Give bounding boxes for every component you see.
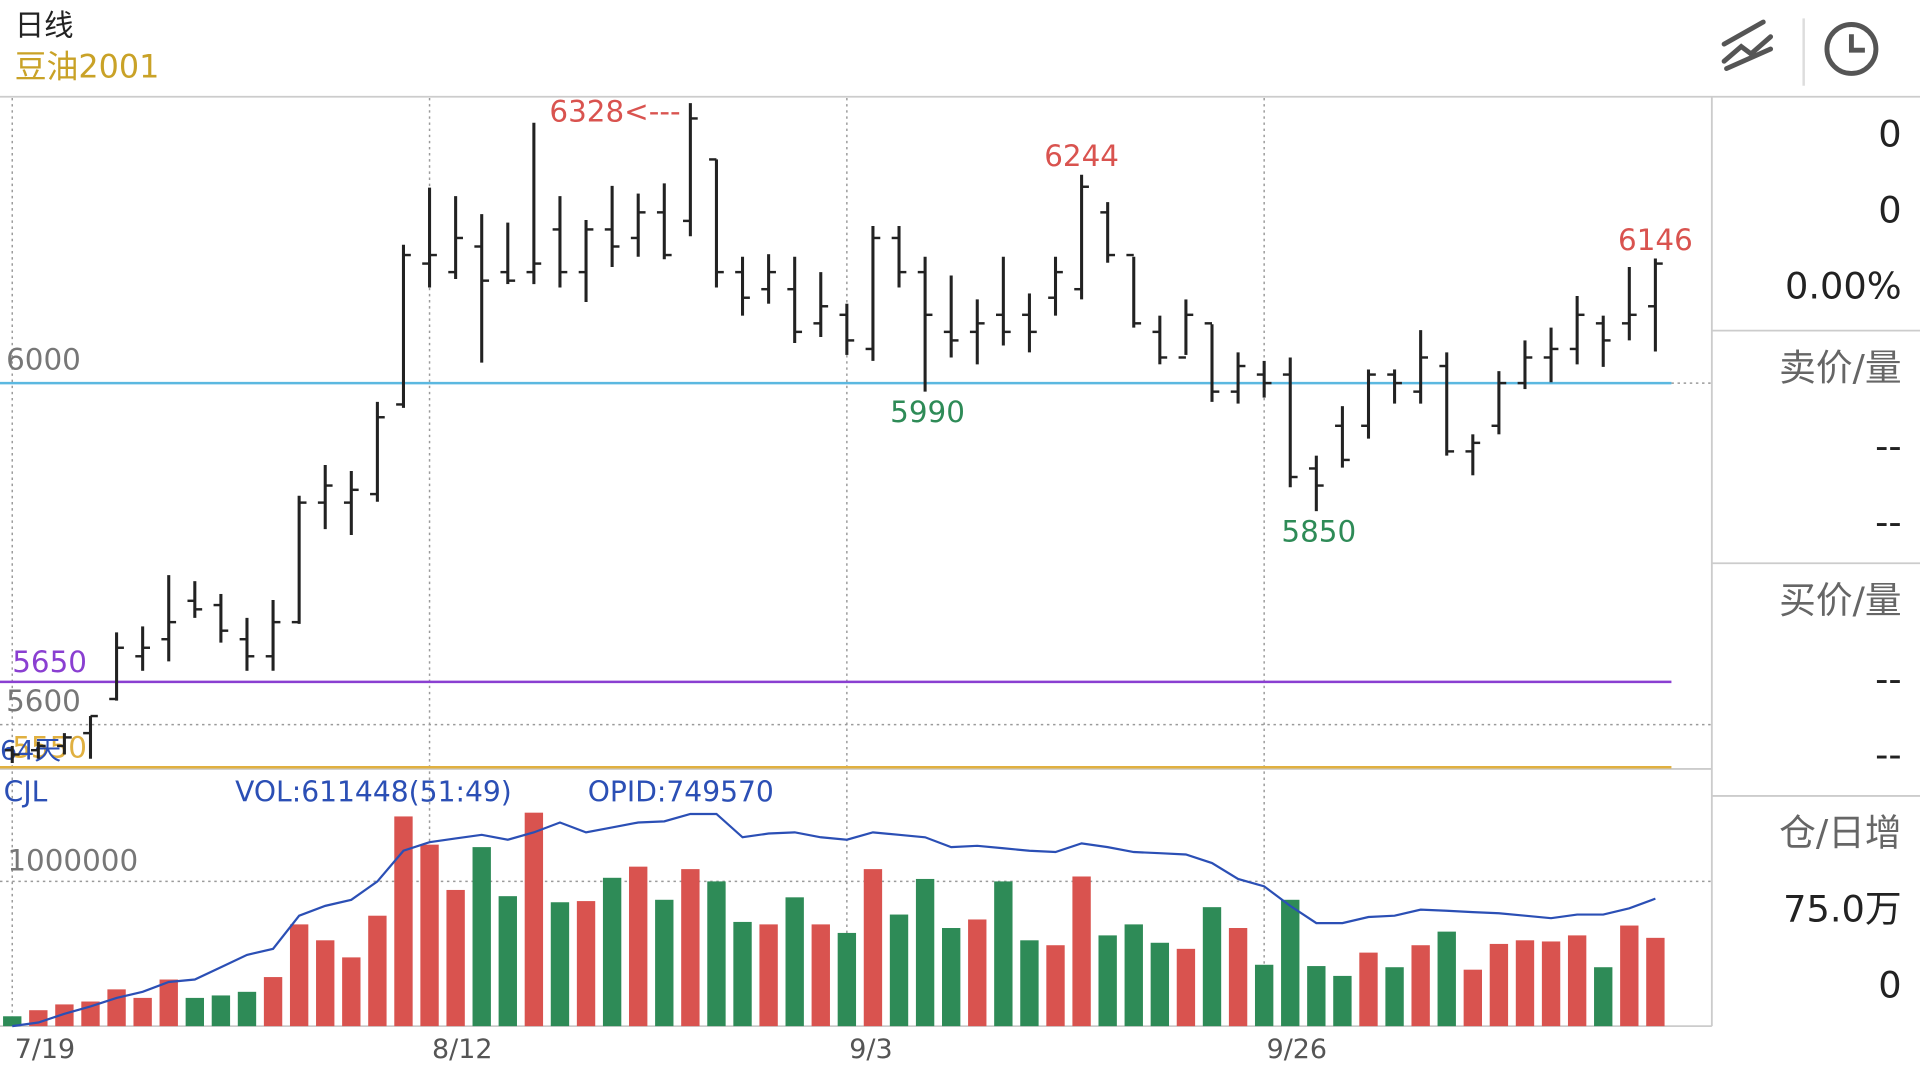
panel-value: --	[1875, 657, 1902, 700]
pane-label: CJL	[4, 775, 48, 808]
volume-bar	[1567, 935, 1587, 1027]
volume-bar	[1228, 928, 1248, 1027]
volume-bar	[889, 914, 909, 1027]
volume-bar	[211, 995, 231, 1027]
volume-bar	[863, 869, 883, 1027]
volume-bar	[602, 877, 622, 1027]
x-tick-label: 9/3	[849, 1034, 892, 1065]
volume-bar	[1150, 942, 1170, 1027]
volume-bar	[263, 977, 283, 1027]
volume-bar	[681, 869, 700, 1027]
annotation: 6328<---	[549, 94, 680, 128]
oi-line	[12, 812, 1656, 1028]
volume-bar	[1541, 941, 1561, 1027]
volume-bar	[1411, 945, 1430, 1027]
y-tick-label: 6000	[6, 343, 81, 377]
volume-bar	[316, 940, 335, 1027]
volume-bar	[733, 921, 752, 1027]
y-tick-label: 1000000	[7, 843, 138, 877]
volume-bar	[1489, 943, 1509, 1027]
volume-bar	[1620, 925, 1639, 1027]
panel-header: 卖价/量	[1779, 346, 1902, 389]
volume-bar	[837, 932, 857, 1027]
annotation: 6244	[1044, 139, 1119, 173]
level-label: 5650	[12, 645, 87, 679]
volume-bar	[342, 957, 361, 1027]
volume-bar	[1176, 948, 1196, 1027]
volume-bar	[707, 881, 726, 1027]
panel-header: 买价/量	[1779, 579, 1902, 622]
x-tick-label: 8/12	[432, 1034, 492, 1065]
volume-bar	[915, 878, 935, 1027]
volume-bar	[1307, 966, 1326, 1027]
panel-value: 0	[1878, 112, 1901, 155]
volume-bar	[942, 928, 961, 1027]
panel-value: 0	[1878, 963, 1901, 1006]
panel-value: --	[1875, 501, 1902, 544]
volume-bar	[1594, 967, 1613, 1027]
x-tick-label: 9/26	[1267, 1034, 1327, 1065]
annotation: 5850	[1281, 515, 1356, 549]
period: 日线	[15, 8, 74, 42]
panel-value: 0	[1878, 188, 1901, 231]
level-label: 5550	[12, 730, 87, 764]
volume-bar	[1254, 964, 1274, 1027]
volume-bar	[55, 1004, 74, 1027]
volume-bar	[1020, 940, 1039, 1027]
draw-tool-icon[interactable]	[1721, 19, 1774, 72]
volume-bar	[1046, 945, 1065, 1027]
volume-bar	[1281, 899, 1300, 1027]
panel-header: 仓/日增	[1779, 812, 1902, 855]
volume-bar	[3, 1016, 22, 1027]
volume-bar	[159, 979, 178, 1027]
symbol: 豆油2001	[15, 48, 160, 86]
panel-value: 0.00%	[1785, 264, 1902, 307]
annotation: 5990	[890, 395, 965, 429]
x-tick-label: 7/19	[15, 1034, 75, 1065]
annotation: 6146	[1618, 223, 1693, 257]
volume-bar	[498, 896, 517, 1027]
volume-bar	[133, 997, 152, 1027]
volume-bar	[1359, 952, 1378, 1027]
volume-bar	[472, 847, 491, 1027]
volume-bar	[576, 901, 596, 1027]
clock-icon[interactable]	[1824, 22, 1879, 76]
volume-bar	[655, 899, 674, 1027]
volume-bar	[811, 924, 830, 1027]
volume-bar	[1463, 969, 1482, 1027]
volume-bar	[785, 897, 804, 1027]
volume-bar	[368, 915, 387, 1027]
volume-bar	[1333, 975, 1352, 1027]
volume-bar	[237, 991, 257, 1027]
volume-bar	[524, 812, 544, 1027]
volume-bar	[394, 816, 413, 1027]
y-tick-label: 5600	[6, 684, 81, 718]
volume-bar	[446, 889, 465, 1027]
volume-bar	[1515, 940, 1535, 1027]
pane-label: OPID:749570	[588, 775, 774, 808]
volume-bar	[1646, 937, 1665, 1027]
volume-bar	[1098, 935, 1117, 1027]
volume-bar	[289, 924, 309, 1027]
volume-bar	[1124, 924, 1143, 1027]
volume-bar	[550, 902, 570, 1027]
volume-bar	[1202, 907, 1222, 1027]
volume-bar	[1437, 931, 1456, 1027]
volume-bar	[629, 866, 648, 1027]
volume-bar	[420, 844, 439, 1027]
panel-value: --	[1875, 425, 1902, 468]
volume-bar	[1072, 876, 1091, 1027]
pane-label: VOL:611448(51:49)	[235, 775, 512, 808]
volume-bar	[994, 881, 1013, 1027]
volume-bar	[185, 997, 204, 1027]
volume-bar	[107, 989, 126, 1027]
volume-bar	[759, 924, 778, 1027]
panel-value: --	[1875, 733, 1902, 776]
volume-bar	[968, 919, 987, 1027]
panel-value: 75.0万	[1783, 888, 1901, 931]
volume-bar	[1385, 967, 1404, 1027]
